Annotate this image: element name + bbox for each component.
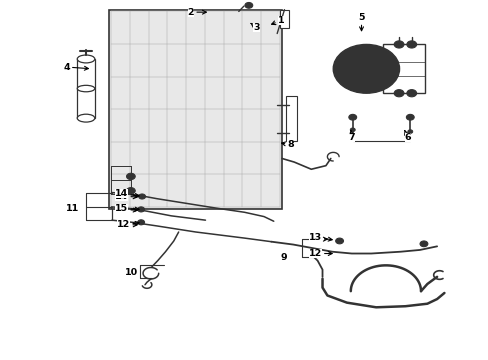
Text: 2: 2 xyxy=(187,8,206,17)
Circle shape xyxy=(355,61,376,77)
Text: 15: 15 xyxy=(115,205,137,214)
Circle shape xyxy=(244,3,252,8)
Bar xyxy=(383,44,424,93)
Circle shape xyxy=(342,51,389,86)
Text: 14: 14 xyxy=(115,192,137,201)
Circle shape xyxy=(407,130,412,134)
Text: 1: 1 xyxy=(271,16,284,25)
Circle shape xyxy=(332,44,399,93)
Circle shape xyxy=(348,114,356,120)
Text: 3: 3 xyxy=(250,23,260,32)
Circle shape xyxy=(393,90,403,97)
Circle shape xyxy=(138,220,144,225)
Ellipse shape xyxy=(77,114,95,122)
Circle shape xyxy=(406,114,413,120)
Ellipse shape xyxy=(77,85,95,92)
Circle shape xyxy=(393,41,403,48)
Text: 13: 13 xyxy=(308,235,326,244)
Text: 12: 12 xyxy=(308,249,331,258)
Text: 13: 13 xyxy=(308,233,331,242)
Circle shape xyxy=(419,241,427,247)
Circle shape xyxy=(126,173,135,180)
Circle shape xyxy=(138,207,144,212)
Circle shape xyxy=(362,66,369,72)
Text: 7: 7 xyxy=(348,130,354,142)
Bar xyxy=(285,96,296,141)
Text: 10: 10 xyxy=(124,268,138,277)
Text: 5: 5 xyxy=(358,13,364,31)
Text: 4: 4 xyxy=(63,63,88,72)
Text: 11: 11 xyxy=(66,204,80,213)
Bar xyxy=(109,10,282,209)
Text: 14: 14 xyxy=(115,189,139,198)
Text: 12: 12 xyxy=(117,220,137,229)
Text: 15: 15 xyxy=(115,204,139,213)
Circle shape xyxy=(126,188,135,194)
Text: 9: 9 xyxy=(280,253,286,262)
Circle shape xyxy=(406,41,416,48)
Circle shape xyxy=(406,90,416,97)
Circle shape xyxy=(335,238,343,244)
Bar xyxy=(77,59,95,118)
Text: 6: 6 xyxy=(404,130,410,142)
Text: 8: 8 xyxy=(281,140,294,149)
Ellipse shape xyxy=(77,55,95,63)
Bar xyxy=(279,10,289,28)
Text: 12: 12 xyxy=(117,220,139,229)
Circle shape xyxy=(349,128,354,132)
Circle shape xyxy=(139,194,145,199)
